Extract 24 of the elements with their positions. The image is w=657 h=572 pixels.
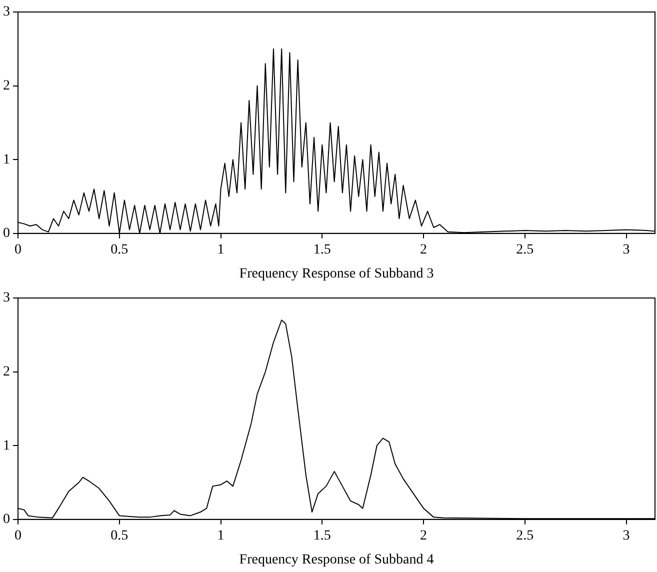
- y-tick-label: 0: [3, 226, 10, 242]
- x-tick-label: 0: [14, 242, 22, 258]
- x-tick-label: 2.5: [516, 528, 534, 544]
- y-tick-label: 1: [3, 438, 10, 454]
- y-tick-label: 3: [3, 290, 10, 306]
- x-tick-label: 3: [622, 242, 630, 258]
- x-tick-label: 2: [420, 242, 428, 258]
- y-tick-label: 2: [3, 364, 10, 380]
- x-axis-title: Frequency Response of Subband 4: [239, 552, 434, 568]
- x-tick-label: 0.5: [110, 528, 128, 544]
- x-tick-label: 1.5: [313, 528, 331, 544]
- x-tick-label: 2.5: [516, 242, 534, 258]
- y-tick-label: 1: [3, 152, 10, 168]
- y-tick-label: 0: [3, 512, 10, 528]
- x-tick-label: 2: [420, 528, 428, 544]
- y-tick-label: 2: [3, 78, 10, 94]
- x-tick-label: 1.5: [313, 242, 331, 258]
- x-tick-label: 0: [14, 528, 22, 544]
- x-axis-title: Frequency Response of Subband 3: [239, 266, 434, 282]
- x-tick-label: 1: [217, 528, 224, 544]
- x-tick-label: 3: [622, 528, 630, 544]
- x-tick-label: 0.5: [110, 242, 128, 258]
- x-tick-label: 1: [217, 242, 224, 258]
- y-tick-label: 3: [3, 4, 10, 20]
